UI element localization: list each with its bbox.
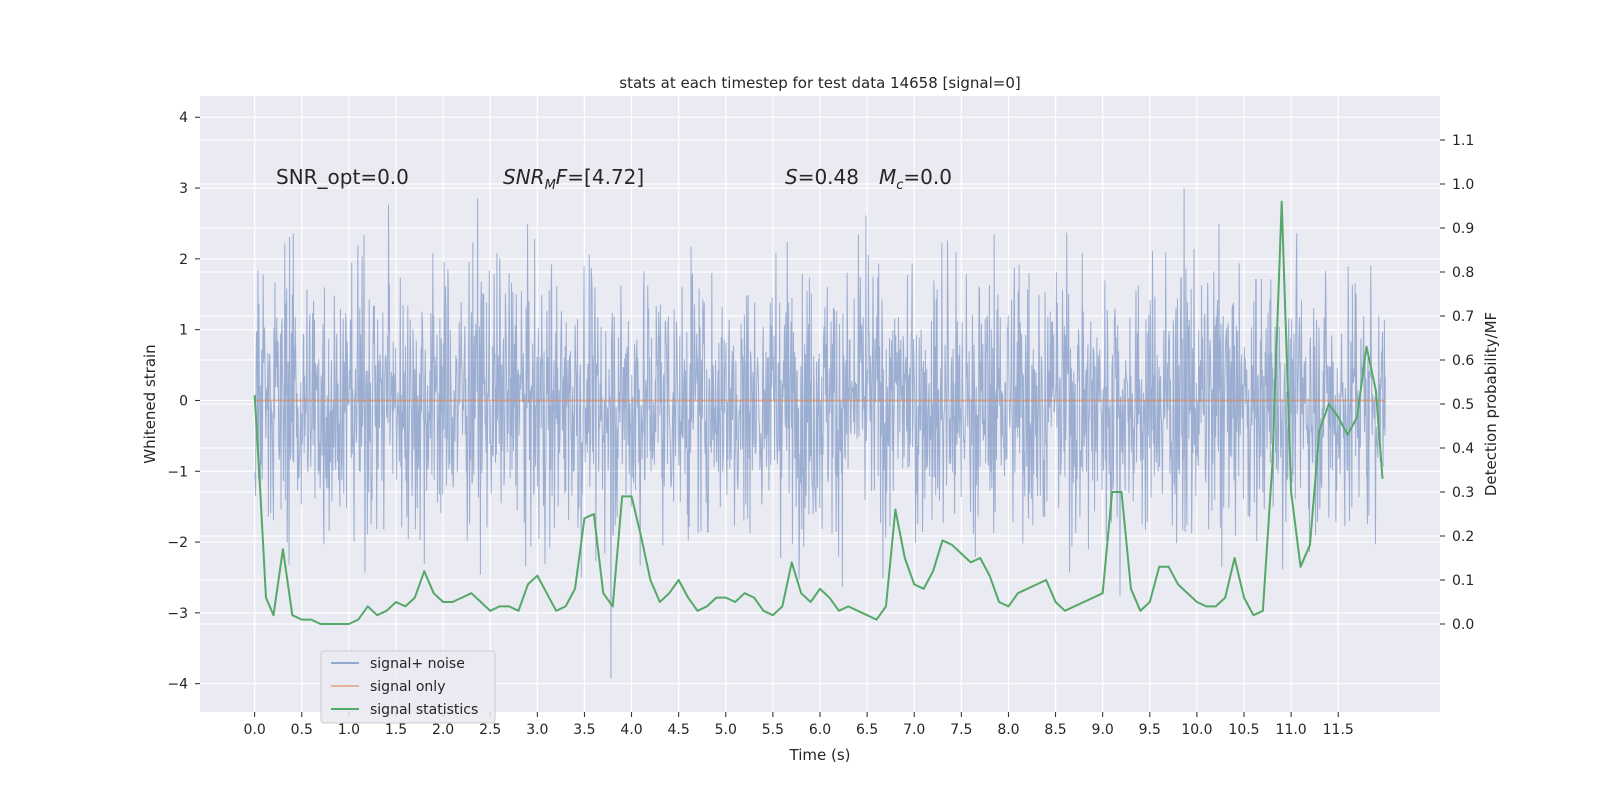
x-tick-label: 10.5	[1228, 722, 1259, 738]
legend-box	[320, 650, 496, 724]
y-left-tick-label: 3	[179, 181, 188, 197]
y-axis-right-label: Detection probability/MF	[1482, 312, 1500, 496]
x-tick-label: 6.5	[856, 722, 878, 738]
y-right-tick-label: 0.6	[1452, 353, 1474, 369]
annotation-mc: Mc=0.0	[879, 165, 952, 193]
x-tick-label: 7.5	[950, 722, 972, 738]
x-tick-label: 11.0	[1276, 722, 1307, 738]
x-tick-label: 5.0	[715, 722, 737, 738]
grid	[200, 96, 1440, 712]
x-tick-label: 5.5	[762, 722, 784, 738]
y-left-tick-label: −2	[167, 535, 188, 551]
legend-label-signal-statistics: signal statistics	[370, 702, 478, 718]
x-tick-label: 9.5	[1139, 722, 1161, 738]
y-axis-left-ticks: 4 3 2 1 0 −1 −2 −3 −4	[167, 110, 200, 693]
x-tick-label: 10.0	[1181, 722, 1212, 738]
legend: signal+ noise signal only signal statist…	[320, 650, 496, 724]
x-tick-label: 11.5	[1323, 722, 1354, 738]
y-axis-left-label: Whitened strain	[141, 344, 159, 463]
y-left-tick-label: 1	[179, 323, 188, 339]
x-tick-label: 7.0	[903, 722, 925, 738]
x-tick-label: 8.0	[997, 722, 1019, 738]
x-tick-label: 0.0	[244, 722, 266, 738]
x-tick-label: 2.5	[479, 722, 501, 738]
legend-label-signal-only: signal only	[370, 679, 445, 695]
annotation-snr-mf: SNRMF=[4.72]	[503, 165, 644, 193]
series-signal-statistics	[253, 200, 1384, 625]
x-tick-label: 4.0	[620, 722, 642, 738]
signal-plus-noise-line	[254, 188, 1386, 679]
y-right-tick-label: 0.1	[1452, 573, 1474, 589]
x-axis-label: Time (s)	[789, 746, 851, 764]
y-left-tick-label: 4	[179, 110, 188, 126]
series-signal-plus-noise	[254, 188, 1386, 679]
legend-label-signal-plus-noise: signal+ noise	[370, 656, 465, 672]
x-axis-ticks: 0.0 0.5 1.0 1.5 2.0 2.5 3.0 3.5 4.0 4.5 5.0 5.5 6.0 6…	[244, 712, 1354, 738]
x-tick-label: 8.5	[1044, 722, 1066, 738]
annotation-s: S=0.48	[785, 165, 859, 189]
x-tick-label: 4.5	[668, 722, 690, 738]
y-left-tick-label: 2	[179, 252, 188, 268]
y-right-tick-label: 1.0	[1452, 177, 1474, 193]
y-right-tick-label: 0.0	[1452, 617, 1474, 633]
annotation-snr-opt: SNR_opt=0.0	[276, 165, 409, 189]
y-left-tick-label: −3	[167, 606, 188, 622]
y-right-tick-label: 1.1	[1452, 133, 1474, 149]
y-right-tick-label: 0.4	[1452, 441, 1474, 457]
y-right-tick-label: 0.7	[1452, 309, 1474, 325]
x-tick-label: 3.5	[573, 722, 595, 738]
x-tick-label: 3.0	[526, 722, 548, 738]
y-right-tick-label: 0.3	[1452, 485, 1474, 501]
x-tick-label: 1.5	[385, 722, 407, 738]
signal-statistics-line	[253, 200, 1384, 625]
chart-title: stats at each timestep for test data 146…	[619, 74, 1020, 92]
x-tick-label: 6.0	[809, 722, 831, 738]
y-right-tick-label: 0.9	[1452, 221, 1474, 237]
y-right-tick-label: 0.8	[1452, 265, 1474, 281]
y-axis-right-ticks: 1.1 1.0 0.9 0.8 0.7 0.6 0.5 0.4 0.3 0.2 0.1 0.0	[1440, 133, 1474, 633]
x-tick-label: 2.0	[432, 722, 454, 738]
x-tick-label: 1.0	[338, 722, 360, 738]
y-right-tick-label: 0.2	[1452, 529, 1474, 545]
y-right-tick-label: 0.5	[1452, 397, 1474, 413]
y-left-tick-label: −1	[167, 464, 188, 480]
y-left-tick-label: −4	[167, 677, 188, 693]
x-tick-label: 9.0	[1092, 722, 1114, 738]
x-tick-label: 0.5	[291, 722, 313, 738]
y-left-tick-label: 0	[179, 393, 188, 409]
